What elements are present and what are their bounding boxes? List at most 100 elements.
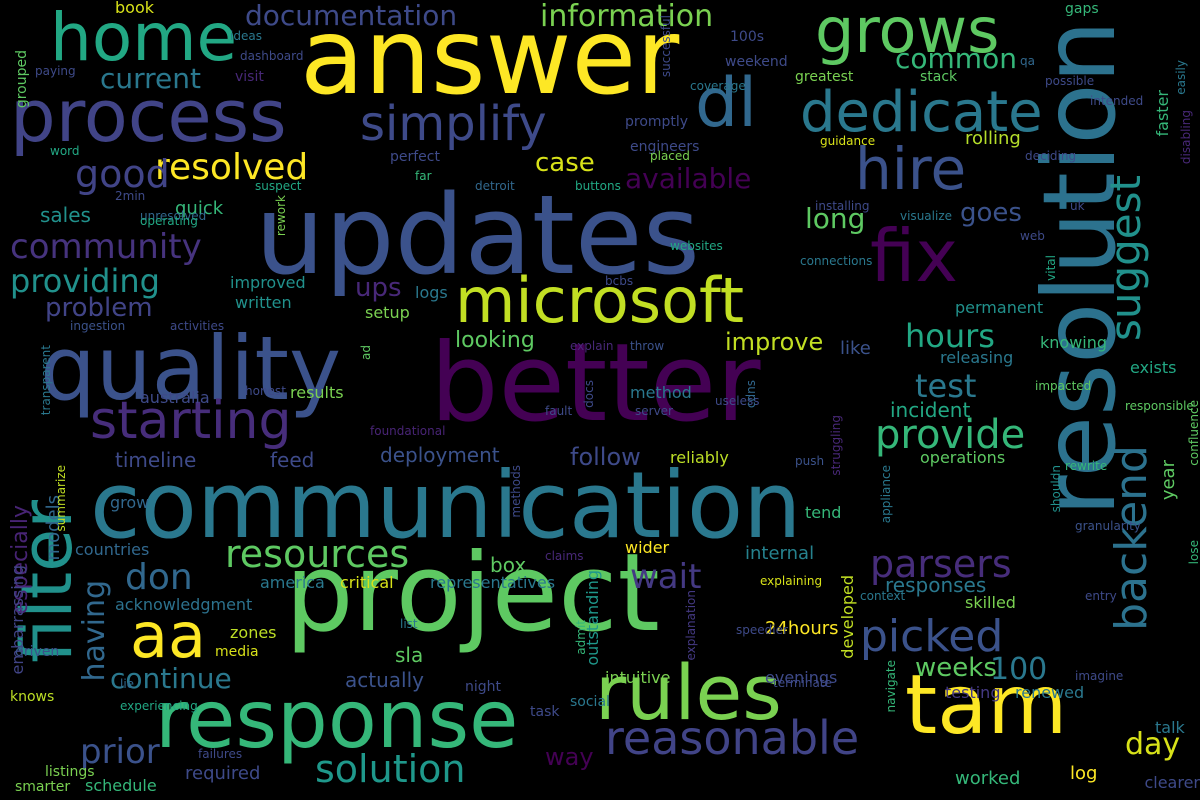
- cloud-word: shouldn: [1049, 465, 1063, 513]
- cloud-word: deciding: [1025, 149, 1077, 163]
- cloud-word: acknowledgment: [115, 595, 253, 614]
- cloud-word: starting: [90, 391, 292, 451]
- cloud-word: suggest: [1101, 175, 1150, 342]
- cloud-word: process: [10, 74, 287, 158]
- cloud-word: communication: [90, 452, 802, 559]
- cloud-word: weekend: [725, 54, 788, 70]
- cloud-word: home: [50, 0, 238, 76]
- cloud-word: night: [465, 679, 502, 695]
- cloud-word: 2min: [115, 189, 146, 203]
- cloud-word: lose: [1187, 540, 1200, 565]
- cloud-word: updates: [255, 171, 700, 299]
- cloud-word: coverage: [690, 79, 746, 93]
- cloud-word: developed: [838, 575, 857, 659]
- cloud-word: problem: [45, 293, 153, 323]
- cloud-word: resolved: [155, 147, 309, 188]
- cloud-word: log: [1070, 763, 1098, 784]
- cloud-word: engineers: [630, 139, 700, 155]
- cloud-word: providing: [10, 262, 160, 300]
- cloud-word: lie: [120, 677, 135, 691]
- cloud-word: granularity: [1075, 519, 1141, 533]
- cloud-word: method: [630, 383, 692, 402]
- cloud-word: responsible: [1125, 399, 1194, 413]
- cloud-word: installing: [815, 199, 870, 213]
- cloud-word: greatest: [795, 69, 854, 85]
- cloud-word: 100s: [730, 29, 765, 45]
- cloud-word: intuitive: [605, 668, 671, 687]
- cloud-word: dl: [695, 64, 758, 143]
- cloud-word: hire: [855, 135, 967, 203]
- cloud-word: tam: [905, 658, 1068, 753]
- cloud-word: tend: [805, 503, 842, 522]
- cloud-word: ingestion: [70, 319, 126, 333]
- cloud-word: written: [235, 293, 292, 312]
- cloud-word: australia: [140, 388, 210, 407]
- cloud-word: good: [75, 152, 170, 196]
- cloud-word: resources: [225, 532, 410, 576]
- cloud-word: ups: [355, 273, 402, 303]
- cloud-word: dedicate: [800, 80, 1043, 145]
- cloud-word: information: [540, 0, 714, 34]
- cloud-word: context: [860, 589, 906, 603]
- cloud-word: rules: [595, 648, 782, 737]
- cloud-word: entry: [1085, 589, 1117, 603]
- cloud-word: year: [1158, 460, 1179, 501]
- cloud-word: summarize: [54, 465, 68, 532]
- cloud-word: knowing: [1040, 333, 1108, 352]
- cloud-word: promptly: [625, 114, 689, 130]
- cloud-word: continue: [110, 662, 232, 695]
- cloud-word: guidance: [820, 134, 876, 148]
- cloud-word: like: [840, 338, 871, 359]
- cloud-word: detroit: [475, 179, 515, 193]
- cloud-word: case: [535, 148, 595, 178]
- cloud-word: available: [625, 162, 752, 195]
- cloud-word: rewrite: [1065, 459, 1108, 473]
- cloud-word: failures: [198, 747, 243, 761]
- cloud-word: visit: [235, 69, 264, 85]
- cloud-word: sales: [40, 203, 91, 227]
- cloud-word: cdns: [744, 380, 758, 409]
- cloud-word: list: [400, 617, 418, 631]
- cloud-word: required: [185, 763, 261, 784]
- cloud-word: useless: [715, 394, 760, 408]
- cloud-word: uk: [1070, 199, 1085, 213]
- cloud-word: wait: [630, 557, 702, 597]
- cloud-word: operating: [140, 214, 198, 228]
- cloud-word: improve: [725, 328, 824, 356]
- cloud-word: transparent: [39, 345, 53, 416]
- cloud-word: having: [77, 580, 112, 682]
- cloud-word: zones: [230, 623, 277, 642]
- cloud-word: representatives: [430, 573, 556, 592]
- cloud-word: logs: [415, 283, 448, 302]
- cloud-word: exists: [1130, 358, 1177, 377]
- cloud-word: permanent: [955, 298, 1044, 317]
- cloud-word: project: [285, 531, 660, 656]
- cloud-word: fix: [870, 214, 958, 298]
- cloud-word: operations: [920, 448, 1006, 467]
- cloud-word: better: [430, 321, 761, 446]
- cloud-word: connections: [800, 254, 873, 268]
- cloud-word: common: [895, 42, 1017, 75]
- cloud-word: timeline: [115, 448, 197, 472]
- cloud-word: countries: [75, 540, 150, 559]
- cloud-word: possible: [1045, 74, 1095, 88]
- cloud-word: explanation: [684, 590, 698, 661]
- cloud-word: rework: [274, 195, 288, 237]
- cloud-word: america: [260, 573, 325, 592]
- cloud-word: incident: [890, 398, 971, 422]
- cloud-word: sla: [395, 643, 424, 667]
- cloud-word: solution: [315, 747, 466, 791]
- cloud-word: navigate: [884, 660, 898, 713]
- cloud-word: internal: [745, 543, 815, 564]
- cloud-word: fault: [545, 404, 573, 418]
- cloud-word: driven: [15, 644, 60, 660]
- cloud-word: grows: [815, 0, 1000, 67]
- cloud-word: word: [50, 144, 80, 158]
- cloud-word: worked: [955, 768, 1021, 789]
- cloud-word: releasing: [940, 348, 1014, 367]
- cloud-word: honest: [245, 384, 286, 398]
- cloud-word: unresolved: [140, 209, 207, 223]
- cloud-word: easily: [1174, 60, 1188, 95]
- cloud-word: explain: [570, 339, 614, 353]
- cloud-word: response: [155, 673, 519, 766]
